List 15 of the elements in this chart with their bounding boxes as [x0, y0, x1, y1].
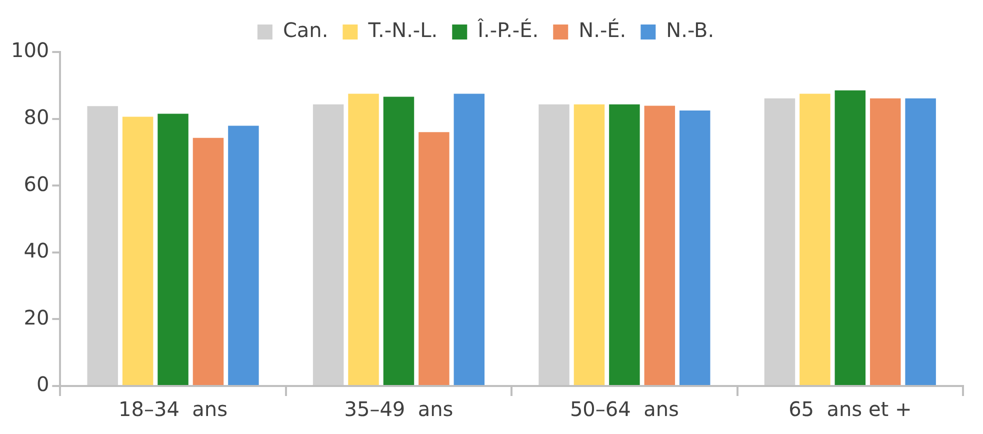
legend-label: T.-N.-L. [367, 18, 438, 42]
x-tick-label: 35–49 ans [344, 397, 454, 422]
y-tick-label: 40 [24, 238, 50, 263]
y-tick-label: 100 [10, 38, 50, 62]
legend-label: Can. [282, 18, 328, 42]
y-tick-label: 80 [24, 105, 50, 130]
x-tick-label: 50–64 ans [570, 397, 679, 422]
y-tick-label: 0 [36, 372, 50, 396]
y-tick-label: 20 [24, 305, 50, 330]
legend-label: Î.-P.-É. [476, 18, 539, 42]
legend-label: N.-B. [666, 18, 714, 42]
x-tick-label: 65 ans et + [788, 397, 912, 422]
x-tick-label: 18–34 ans [118, 397, 228, 422]
y-tick-label: 60 [24, 172, 50, 196]
legend-label: N.-É. [578, 18, 626, 42]
